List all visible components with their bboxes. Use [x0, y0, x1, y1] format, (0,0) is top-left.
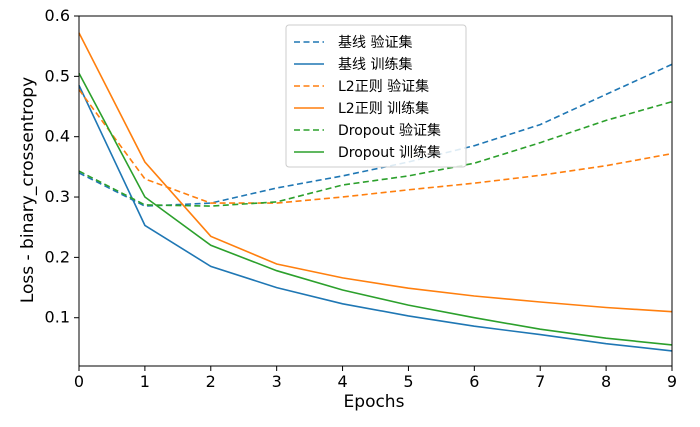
x-tick-label: 8 [601, 372, 611, 391]
plot-area [78, 32, 673, 352]
y-axis-ticks: 0.1 0.2 0.3 0.4 0.5 0.6 [45, 6, 79, 327]
y-tick-label: 0.4 [45, 127, 70, 146]
y-tick-label: 0.5 [45, 66, 70, 85]
x-tick-label: 9 [667, 372, 677, 391]
x-tick-label: 4 [337, 372, 347, 391]
legend-entry-label: L2正则 训练集 [338, 100, 429, 117]
x-axis-label: Epochs [344, 392, 405, 412]
y-tick-label: 0.1 [45, 308, 70, 327]
plot-frame [78, 15, 673, 367]
series-line-6 [78, 72, 673, 346]
x-tick-label: 5 [403, 372, 413, 391]
x-tick-label: 1 [140, 372, 150, 391]
series-line-2 [78, 85, 673, 352]
x-tick-label: 2 [206, 372, 216, 391]
x-tick-label: 6 [469, 372, 479, 391]
series-line-1 [78, 63, 673, 207]
x-tick-label: 7 [535, 372, 545, 391]
legend-entry-label: 基线 训练集 [338, 56, 412, 73]
legend-entry-label: Dropout 训练集 [338, 144, 441, 161]
legend-entry-label: 基线 验证集 [338, 34, 412, 51]
y-axis-label: Loss - binary_crossentropy [18, 77, 38, 303]
x-axis-ticks: 0 1 2 3 4 5 6 7 8 9 [74, 366, 677, 391]
series-line-3 [78, 89, 673, 204]
series-line-4 [78, 32, 673, 313]
legend-entry-label: Dropout 验证集 [338, 122, 441, 139]
x-tick-label: 0 [74, 372, 84, 391]
y-tick-label: 0.3 [45, 187, 70, 206]
series-line-5 [78, 100, 673, 207]
legend-box [285, 24, 467, 168]
x-tick-label: 3 [272, 372, 282, 391]
y-tick-label: 0.6 [45, 6, 70, 25]
legend-entry-label: L2正则 验证集 [338, 78, 429, 95]
y-tick-label: 0.2 [45, 247, 70, 266]
